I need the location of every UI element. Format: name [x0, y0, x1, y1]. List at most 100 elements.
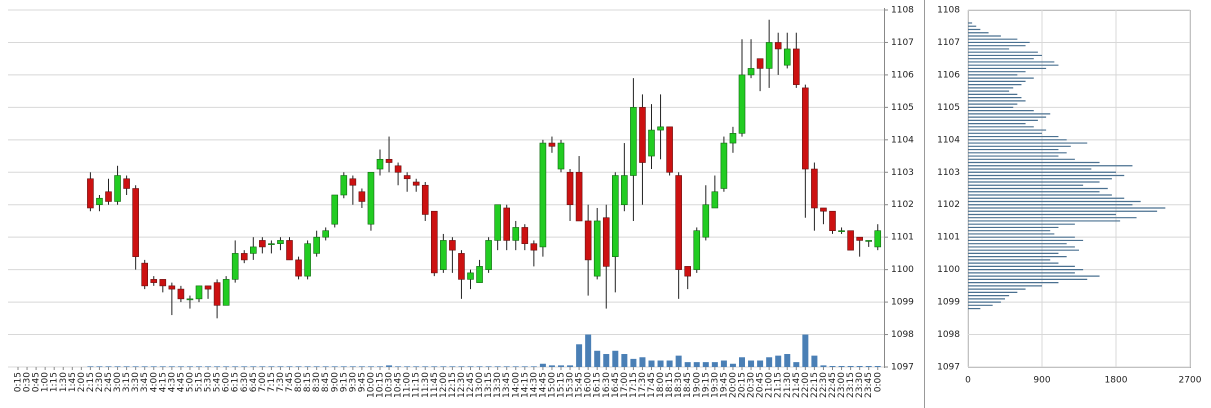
- x-tick-label: 0:30: [23, 372, 33, 392]
- x-tick-label: 19:45: [719, 372, 729, 398]
- x-tick-label: 8:15: [303, 372, 313, 392]
- y-tick-label: 1103: [891, 168, 914, 178]
- candle-body: [367, 171, 375, 225]
- x-tick-label: 2700: [1179, 376, 1202, 386]
- x-tick-label: 1:00: [41, 372, 51, 392]
- x-tick-label: 8:30: [312, 372, 322, 392]
- candle-body: [792, 48, 800, 85]
- x-tick-label: 18:15: [665, 372, 675, 398]
- volume-bar: [413, 366, 420, 367]
- x-tick-label: 2:45: [104, 372, 114, 392]
- volume-bar: [784, 354, 791, 367]
- volume-bar: [684, 362, 691, 367]
- x-tick-label: 6:00: [222, 372, 232, 392]
- x-tick-label: 17:30: [638, 372, 648, 398]
- x-tick-label: 17:15: [629, 372, 639, 398]
- candle-body: [856, 236, 863, 241]
- volume-bar: [621, 354, 628, 367]
- x-tick-label: 2:00: [77, 372, 87, 392]
- x-tick-label: 13:30: [493, 372, 503, 398]
- x-tick-label: 21:15: [774, 372, 784, 398]
- volume-bar: [530, 366, 537, 367]
- candle-body: [322, 230, 330, 238]
- volume-bar: [757, 360, 764, 367]
- candle-body: [430, 210, 438, 274]
- candle-body: [593, 220, 601, 277]
- volume-bar: [639, 357, 646, 367]
- volume-bar: [702, 362, 709, 367]
- y-tick-label: 1099: [891, 298, 914, 308]
- x-tick-label: 6:30: [240, 372, 250, 392]
- volume-bar: [458, 366, 465, 367]
- x-tick-label: 10:45: [394, 372, 404, 398]
- volume-bar: [386, 365, 393, 367]
- candle-body: [729, 133, 737, 144]
- x-tick-label: 0:15: [14, 372, 24, 392]
- y-tick-label: 1104: [891, 135, 914, 145]
- volume-bar: [666, 360, 673, 367]
- volume-bar: [395, 366, 402, 367]
- volume-bar: [847, 366, 854, 367]
- volume-bar: [693, 362, 700, 367]
- volume-bar: [358, 366, 365, 367]
- candle-body: [539, 142, 547, 248]
- candle-body: [512, 227, 520, 241]
- x-tick-label: 1800: [1105, 376, 1128, 386]
- x-tick-label: 12:15: [448, 372, 458, 398]
- volume-bar: [186, 366, 193, 367]
- x-tick-label: 13:45: [502, 372, 512, 398]
- x-tick-label: 3:30: [131, 372, 141, 392]
- candle-body: [820, 207, 827, 212]
- y-tick-label: 1105: [937, 103, 960, 113]
- x-tick-label: 14:45: [538, 372, 548, 398]
- x-tick-label: 21:45: [792, 372, 802, 398]
- candle-body: [485, 240, 492, 270]
- candle-body: [150, 279, 158, 283]
- candle-body: [268, 243, 275, 245]
- volume-bar: [739, 357, 745, 367]
- x-tick-label: 1:30: [59, 372, 69, 392]
- x-tick-label: 10:30: [385, 372, 395, 398]
- x-tick-label: 4:30: [167, 372, 177, 392]
- candle-body: [250, 246, 257, 254]
- volume-bar: [476, 366, 483, 367]
- candle-body: [575, 171, 583, 222]
- volume-bar: [141, 366, 148, 367]
- x-tick-label: 21:00: [765, 372, 775, 398]
- candle-body: [802, 87, 809, 170]
- x-tick-label: 12:30: [457, 372, 467, 398]
- x-tick-label: 0: [965, 376, 971, 386]
- x-tick-label: 2:30: [95, 372, 105, 392]
- x-tick-label: 14:00: [511, 372, 521, 398]
- volume-bar: [793, 362, 800, 367]
- volume-bar: [367, 366, 374, 367]
- candle-body: [566, 171, 574, 206]
- candle-body: [222, 279, 230, 306]
- x-tick-label: 19:15: [701, 372, 711, 398]
- y-tick-label: 1100: [891, 265, 914, 275]
- volume-bar: [349, 366, 356, 367]
- x-tick-label: 22:15: [810, 372, 820, 398]
- x-tick-label: 20:30: [747, 372, 757, 398]
- candle-body: [865, 240, 873, 242]
- x-tick-label: 19:30: [710, 372, 720, 398]
- x-tick-label: 10:15: [376, 372, 386, 398]
- candle-body: [630, 107, 637, 176]
- x-tick-label: 18:00: [656, 372, 666, 398]
- candle-body: [96, 197, 103, 206]
- x-tick-label: 12:45: [466, 372, 476, 398]
- x-tick-label: 16:15: [593, 372, 603, 398]
- x-tick-label: 18:45: [683, 372, 693, 398]
- volume-bar: [539, 363, 546, 367]
- volume-bar: [594, 350, 601, 367]
- candle-body: [304, 243, 311, 277]
- x-tick-label: 15:45: [575, 372, 585, 398]
- candle-body: [602, 217, 610, 267]
- x-tick-label: 7:15: [267, 372, 277, 392]
- volume-bar: [548, 365, 555, 367]
- x-tick-label: 9:00: [330, 372, 340, 392]
- x-tick-label: 20:45: [756, 372, 766, 398]
- volume-bar: [521, 366, 528, 367]
- volume-bar: [205, 366, 212, 367]
- volume-bar: [177, 366, 184, 367]
